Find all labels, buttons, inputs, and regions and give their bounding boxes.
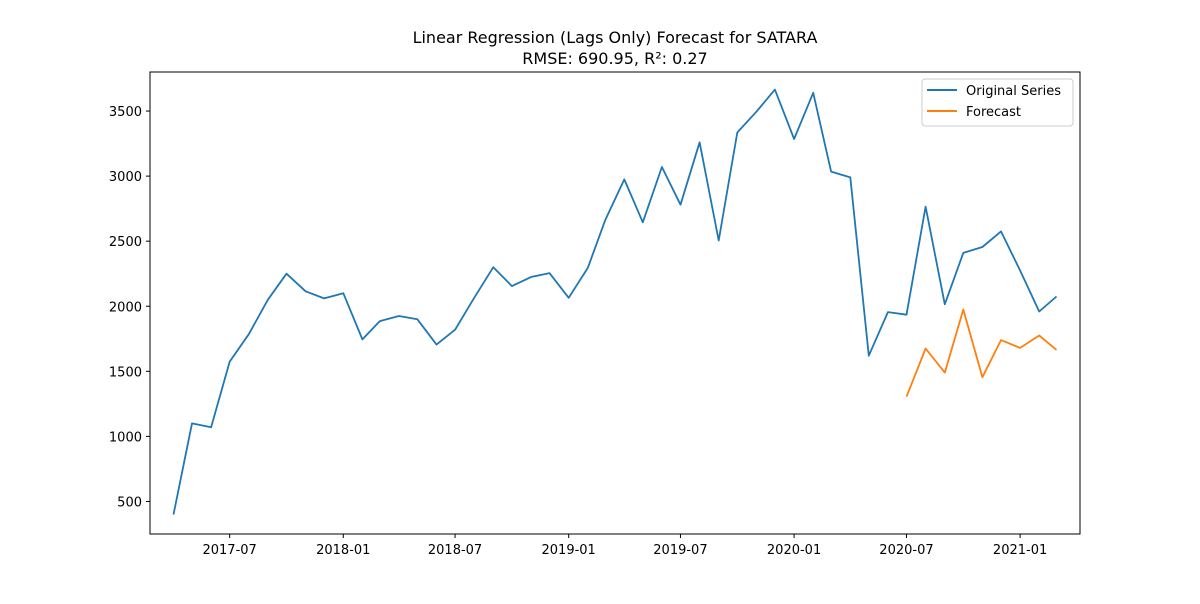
y-tick-label: 1500: [109, 365, 142, 380]
x-tick-label: 2019-01: [542, 543, 596, 558]
x-tick-label: 2019-07: [653, 543, 707, 558]
y-axis: 500 1000 1500 2000 2500 3000 3500: [109, 105, 150, 510]
y-tick-label: 2000: [109, 300, 142, 315]
y-tick-label: 500: [117, 495, 142, 510]
y-tick-label: 3000: [109, 170, 142, 185]
x-tick-label: 2020-07: [879, 543, 933, 558]
x-tick-label: 2018-07: [428, 543, 482, 558]
y-tick-label: 3500: [109, 105, 142, 120]
series-layer: [172, 88, 1058, 515]
legend-label-forecast: Forecast: [966, 105, 1021, 120]
x-axis: 2017-07 2018-01 2018-07 2019-01 2019-07 2020-…: [202, 534, 1047, 558]
y-tick-label: 1000: [109, 430, 142, 445]
y-tick-label: 2500: [109, 235, 142, 250]
legend-box: [921, 78, 1074, 127]
chart-subtitle: RMSE: 690.95, R²: 0.27: [522, 49, 707, 68]
series-line-original-series: [172, 88, 1058, 515]
x-tick-label: 2018-01: [316, 543, 370, 558]
x-tick-label: 2020-01: [767, 543, 821, 558]
legend: Original Series Forecast: [921, 78, 1074, 127]
series-line-forecast: [905, 308, 1058, 398]
x-tick-label: 2017-07: [202, 543, 256, 558]
x-tick-label: 2021-01: [993, 543, 1047, 558]
plot-area-frame: [149, 71, 1081, 535]
chart-title: Linear Regression (Lags Only) Forecast f…: [413, 28, 818, 47]
legend-label-original-series: Original Series: [966, 84, 1061, 99]
